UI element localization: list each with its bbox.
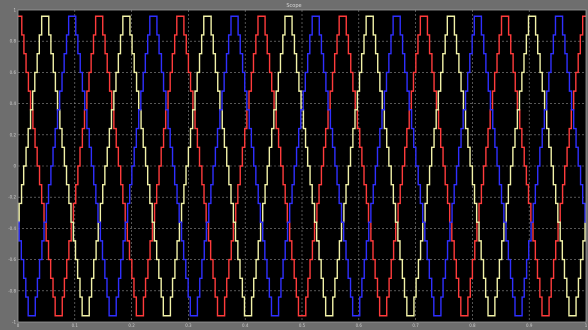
y-tick-label: 0 bbox=[13, 164, 16, 169]
y-tick-label: 0.4 bbox=[10, 101, 17, 106]
x-tick-label: 0.6 bbox=[356, 323, 363, 328]
y-tick-label: -1 bbox=[12, 320, 16, 325]
x-tick-label: 1 bbox=[585, 323, 588, 328]
y-tick-label: 0.6 bbox=[10, 70, 17, 75]
y-tick-label: -0.2 bbox=[8, 195, 16, 200]
x-tick-label: 0.9 bbox=[526, 323, 533, 328]
plot-border bbox=[17, 9, 587, 323]
x-tick-labels: 0 0.1 0.2 0.3 0.4 0.5 0.6 0.7 0.8 0.9 1 bbox=[17, 323, 588, 328]
y-tick-label: 0.8 bbox=[10, 39, 17, 44]
x-tick-label: 0.1 bbox=[72, 323, 79, 328]
window-title: Scope bbox=[286, 3, 301, 9]
y-tick-label: -0.8 bbox=[8, 288, 16, 293]
x-tick-label: 0.5 bbox=[299, 323, 306, 328]
y-tick-label: 0.2 bbox=[10, 132, 17, 137]
series-line-3 bbox=[18, 15, 586, 317]
x-tick-label: 0.3 bbox=[185, 323, 192, 328]
y-tick-label: -0.4 bbox=[8, 226, 16, 231]
x-tick-label: 0.4 bbox=[242, 323, 249, 328]
y-tick-labels: 1 0.8 0.6 0.4 0.2 0 -0.2 -0.4 -0.6 -0.8 -1 bbox=[8, 8, 16, 325]
x-tick-label: 0.7 bbox=[412, 323, 419, 328]
x-tick-label: 0.8 bbox=[469, 323, 476, 328]
x-tick-label: 0.2 bbox=[128, 323, 135, 328]
series-lines bbox=[18, 15, 586, 317]
x-tick-label: 0 bbox=[17, 323, 20, 328]
y-tick-label: -0.6 bbox=[8, 257, 16, 262]
y-tick-label: 1 bbox=[13, 8, 16, 13]
